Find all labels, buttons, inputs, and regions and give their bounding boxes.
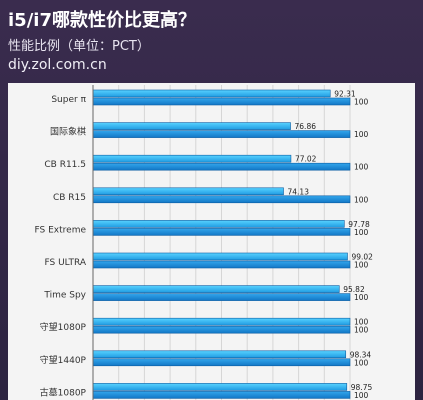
category-label: CB R15 bbox=[53, 193, 86, 203]
data-label: 100 bbox=[354, 391, 369, 400]
category-label: 国际象棋 bbox=[50, 126, 86, 138]
data-label: 98.34 bbox=[350, 350, 372, 359]
bars-layer bbox=[92, 89, 351, 399]
category-label: Super π bbox=[51, 95, 86, 105]
data-label: 100 bbox=[354, 228, 369, 237]
bar bbox=[92, 130, 351, 138]
data-label: 74.13 bbox=[288, 187, 310, 196]
bar bbox=[92, 162, 351, 171]
data-label: 97.78 bbox=[348, 220, 370, 229]
data-label: 76.86 bbox=[295, 122, 317, 131]
data-label: 100 bbox=[354, 130, 369, 139]
category-label: FS Extreme bbox=[35, 225, 87, 235]
data-label: 100 bbox=[354, 98, 369, 107]
bar bbox=[92, 293, 351, 301]
source-url: diy.zol.com.cn bbox=[8, 57, 107, 73]
data-label: 100 bbox=[354, 326, 369, 335]
chart-title: i5/i7哪款性价比更高？ bbox=[8, 10, 196, 31]
bar bbox=[92, 252, 348, 261]
data-label: 95.82 bbox=[343, 285, 365, 294]
data-label: 77.02 bbox=[295, 155, 317, 164]
bar bbox=[92, 285, 340, 293]
data-label: 100 bbox=[354, 163, 369, 172]
bar bbox=[92, 325, 351, 334]
bar bbox=[92, 220, 345, 228]
category-label: Time Spy bbox=[43, 291, 86, 301]
bar bbox=[92, 195, 351, 204]
category-label: FS ULTRA bbox=[45, 258, 87, 268]
bar bbox=[92, 122, 291, 130]
data-label: 100 bbox=[354, 293, 369, 302]
bar bbox=[92, 358, 351, 367]
bar bbox=[92, 89, 331, 98]
bar bbox=[92, 383, 348, 391]
bar bbox=[92, 187, 284, 196]
data-label: 92.31 bbox=[334, 90, 356, 99]
category-label: CB R11.5 bbox=[44, 160, 86, 170]
bar bbox=[92, 154, 292, 163]
data-label: 100 bbox=[354, 195, 369, 204]
category-label: 古墓1080P bbox=[40, 386, 87, 398]
bar bbox=[92, 260, 351, 269]
bar bbox=[92, 350, 347, 359]
data-label: 98.75 bbox=[351, 383, 373, 392]
chart-subtitle: 性能比例（单位：PCT） bbox=[8, 39, 150, 54]
data-label: 100 bbox=[354, 261, 369, 270]
bar bbox=[92, 317, 351, 326]
data-label: 100 bbox=[354, 318, 369, 327]
bar bbox=[92, 228, 351, 236]
bar bbox=[92, 97, 351, 106]
category-label: 守望1440P bbox=[40, 354, 87, 366]
category-label: 守望1080P bbox=[40, 321, 87, 333]
bar bbox=[92, 391, 351, 399]
data-label: 100 bbox=[354, 358, 369, 367]
data-label: 99.02 bbox=[351, 253, 373, 262]
